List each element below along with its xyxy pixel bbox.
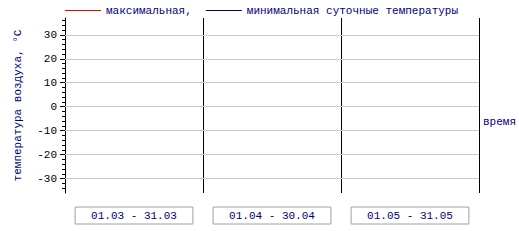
svg-text:01.05 - 31.05: 01.05 - 31.05 [367,210,453,222]
svg-text:минимальная суточные температу: минимальная суточные температуры [247,5,459,17]
svg-text:01.04 - 30.04: 01.04 - 30.04 [229,210,315,222]
svg-text:01.03 - 31.03: 01.03 - 31.03 [91,210,177,222]
svg-text:30: 30 [44,29,57,41]
svg-text:максимальная,: максимальная, [106,5,192,17]
svg-text:температура воздуха, °C: температура воздуха, °C [12,29,24,181]
svg-text:время: время [483,116,516,128]
svg-text:10: 10 [44,77,57,89]
svg-text:-30: -30 [37,173,57,185]
svg-text:0: 0 [50,101,57,113]
svg-text:20: 20 [44,53,57,65]
svg-text:-10: -10 [37,125,57,137]
svg-text:-20: -20 [37,149,57,161]
